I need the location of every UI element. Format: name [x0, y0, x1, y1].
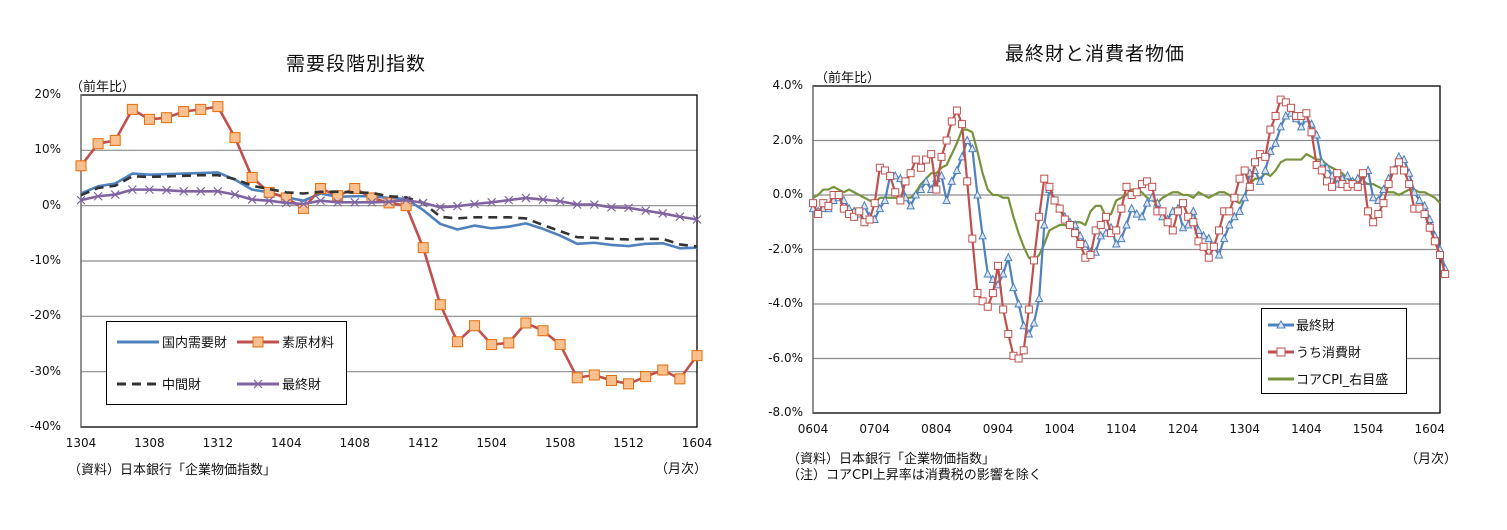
x-tick-label: 0704: [859, 422, 890, 436]
x-tick-label: 1204: [1167, 422, 1199, 436]
y-axis-unit-label: （前年比）: [70, 80, 136, 95]
y-tick-label: -10%: [29, 253, 61, 267]
x-tick-label: 1604: [681, 436, 713, 450]
legend-item-raw-materials: 素原材料: [237, 332, 334, 351]
series-うち消費財: [809, 95, 1450, 363]
source-note: （資料）日本銀行「企業物価指数」: [787, 452, 996, 467]
legend-line-icon: [1268, 377, 1294, 380]
y-tick-label: -40%: [29, 419, 61, 433]
legend-dashed-line-icon: [117, 382, 159, 385]
y-tick-label: -4.0%: [768, 296, 803, 310]
legend-item-core-cpi: コアCPI_右目盛: [1268, 369, 1388, 388]
y-tick-label: -2.0%: [768, 241, 803, 256]
x-tick-label: 1104: [1106, 422, 1137, 436]
legend-square-marker-icon: [237, 336, 279, 347]
x-axis-unit-label: （月次）: [655, 462, 708, 477]
series-国内需要財: [80, 171, 698, 250]
x-tick-label: 0804: [921, 422, 952, 436]
final-goods-cpi-chart: 最終財と消費者物価 （前年比） 4.0% 2.0% 0.0% -2.0% -4.0% -6…: [745, 0, 1507, 530]
legend-line-icon: [117, 340, 159, 343]
y-tick-label: -8.0%: [768, 405, 803, 419]
legend-x-marker-icon: [237, 379, 279, 388]
legend: 最終財 うち消費財 コアCPI_右目盛: [1261, 308, 1407, 394]
x-tick-label: 1604: [1414, 422, 1445, 436]
demand-stage-index-chart: 需要段階別指数 （前年比） 20% 10% 0% -10% -20% -30% -40% 1…: [0, 0, 740, 530]
footnote: （注）コアCPI上昇率は消費税の影響を除く: [787, 468, 1042, 483]
x-tick-label: 1504: [476, 436, 507, 450]
x-tick-label: 1408: [339, 436, 371, 450]
y-tick-label: -6.0%: [768, 350, 803, 365]
y-tick-label: 4.0%: [772, 78, 804, 92]
x-tick-label: 1512: [613, 436, 644, 450]
y-tick-label: 10%: [34, 142, 61, 157]
y-tick-label: 20%: [34, 87, 61, 101]
x-tick-label: 1308: [134, 436, 165, 450]
source-note: （資料）日本銀行「企業物価指数」: [68, 463, 277, 478]
y-axis-unit-label: （前年比）: [815, 71, 881, 86]
legend: 国内需要財 素原材料 中間財 最終財: [106, 321, 347, 405]
y-tick-label: -30%: [29, 363, 61, 378]
y-tick-label: 0.0%: [772, 187, 804, 201]
legend-item-final-goods: 最終財: [1268, 315, 1335, 334]
y-tick-label: 2.0%: [772, 132, 804, 147]
plot-area: [808, 85, 1450, 414]
x-tick-label: 1508: [544, 436, 576, 450]
legend-item-intermediate: 中間財: [117, 374, 201, 393]
plot-area: [75, 94, 703, 428]
x-tick-label: 0604: [797, 422, 829, 436]
x-tick-label: 1304: [1229, 422, 1260, 436]
series-最終財: [76, 185, 702, 224]
y-tick-label: 0%: [41, 197, 61, 212]
y-tick-label: -20%: [29, 308, 61, 323]
chart-title: 最終財と消費者物価: [1005, 43, 1186, 65]
x-axis-unit-label: （月次）: [1405, 452, 1458, 467]
x-tick-label: 1304: [65, 436, 97, 450]
x-tick-label: 0904: [982, 422, 1014, 436]
series-中間財: [80, 173, 698, 248]
x-tick-label: 1312: [202, 436, 234, 450]
x-tick-label: 1404: [1291, 422, 1322, 436]
legend-item-consumer-goods: うち消費財: [1268, 342, 1361, 361]
legend-open-square-marker-icon: [1268, 347, 1294, 356]
legend-item-domestic-demand: 国内需要財: [117, 332, 227, 351]
chart-title: 需要段階別指数: [286, 53, 427, 75]
x-tick-label: 1504: [1352, 422, 1384, 436]
x-tick-label: 1004: [1044, 422, 1075, 436]
x-tick-label: 1404: [271, 436, 302, 450]
legend-item-final-goods: 最終財: [237, 374, 321, 393]
legend-triangle-marker-icon: [1268, 319, 1294, 328]
x-tick-label: 1412: [407, 436, 439, 450]
series-最終財: [808, 108, 1450, 338]
